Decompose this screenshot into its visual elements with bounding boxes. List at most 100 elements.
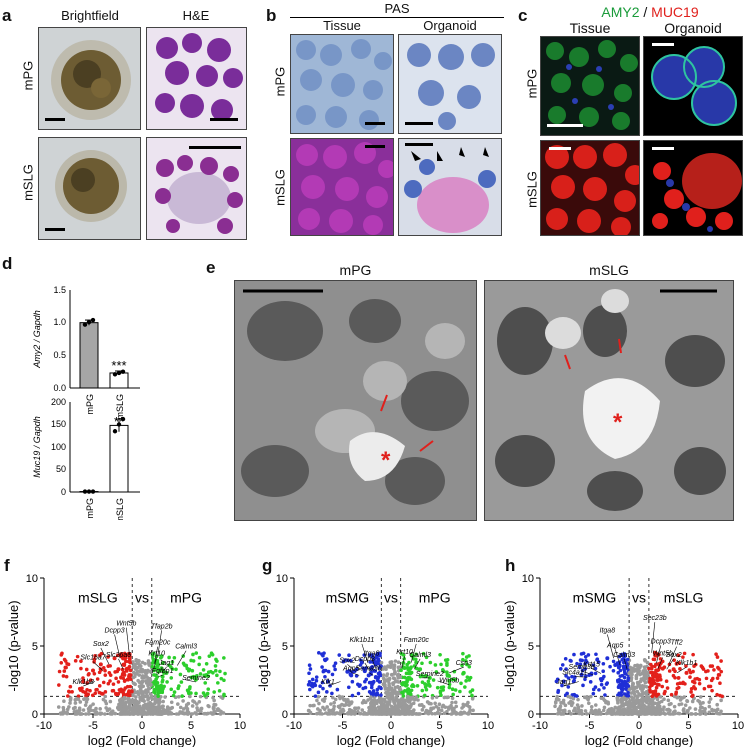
volcano-point [643,659,647,663]
volcano-point [602,686,606,690]
volcano-point [313,694,318,698]
volcano-point [182,711,187,716]
volcano-point [179,680,184,684]
volcano-point [659,699,664,704]
volcano-point [414,666,419,671]
volcano-point [424,674,428,678]
volcano-point [566,685,571,689]
volcano-gene-label: Tfap2b [151,623,173,630]
volcano-point [379,705,383,710]
volcano-point [426,711,431,716]
volcano-point [401,698,406,703]
volcano-gene-label: Tff2 [671,640,683,647]
d-top-bar-mslg [109,372,129,389]
volcano-point [374,660,379,665]
volcano-point [431,678,436,682]
volcano-point [589,708,594,712]
volcano-point [216,707,220,711]
volcano-point [140,690,144,694]
volcano-xlabel: log2 (Fold change) [585,733,693,747]
volcano-point [163,710,167,715]
volcano-title-right: mPG [170,589,202,605]
volcano-point [553,704,557,709]
volcano-point [376,676,380,681]
panel-b-row-mslg: mSLG [272,169,288,206]
d-top-point-0-0 [82,322,88,327]
volcano-point [213,664,218,668]
volcano-point [564,667,568,671]
volcano-point [409,702,414,707]
volcano-point [386,664,390,668]
volcano-point [122,679,127,683]
volcano-point [387,702,391,706]
volcano-point [566,694,571,699]
volcano-point [77,708,82,713]
volcano-point [716,673,721,677]
d-bot-xlabel-mpg: mPG [85,498,95,519]
panel-c-row-mpg: mPG [524,68,540,99]
volcano-point [146,702,151,706]
d-bot-ytick-0: 0 [61,487,66,497]
volcano-point [577,665,582,670]
volcano-point [91,702,95,706]
volcano-gene-point [414,660,419,665]
volcano-point [667,669,672,673]
volcano-point [321,653,325,658]
volcano-point [57,683,61,687]
volcano-point [712,708,717,713]
volcano-point [383,687,388,691]
volcano-gene-leader [437,680,450,686]
volcano-point [157,703,161,708]
volcano-point [577,711,582,716]
volcano-point [601,669,605,673]
panel-a-row-mslg: mSLG [20,164,36,201]
volcano-point [379,660,384,665]
volcano-point [702,686,707,691]
volcano-point [437,702,442,707]
volcano-point [569,703,574,708]
volcano-point [680,696,685,700]
volcano-point [148,678,153,683]
volcano-point [159,666,164,670]
volcano-gene-label: Slc4a11 [562,670,587,677]
volcano-point [169,700,174,705]
d-bot-point-0-0 [82,489,88,494]
volcano-point [672,704,677,709]
volcano-point [213,668,218,673]
volcano-point [372,703,377,708]
volcano-point [354,706,359,711]
volcano-point [625,683,630,687]
volcano-point [445,663,449,667]
volcano-point [323,668,328,673]
volcano-point [145,695,150,700]
volcano-point [168,710,172,715]
volcano-point [144,704,149,709]
volcano-point [442,711,447,716]
volcano-point [79,659,83,663]
volcano-point [471,708,475,713]
volcano-point [330,691,334,696]
volcano-point [197,662,201,667]
volcano-point [665,707,669,712]
volcano-point [349,659,353,663]
volcano-xtick-label: 10 [482,720,494,732]
volcano-point [470,693,474,698]
volcano-point [59,712,63,716]
volcano-point [676,685,681,690]
volcano-point [643,707,648,712]
volcano-point [631,708,635,713]
volcano-point [642,704,647,708]
volcano-point [308,687,312,692]
volcano-point [702,709,707,713]
volcano-gene-label: Wnt5b [116,621,136,628]
volcano-point [414,712,419,716]
volcano-point [387,696,392,701]
volcano-xtick-label: 5 [188,720,194,732]
volcano-point [464,679,468,683]
volcano-xtick-label: -10 [532,720,548,732]
d-top-xlabel-mslg: mSLG [115,394,125,420]
panel-e-label: e [206,258,216,277]
volcano-point [697,700,702,704]
volcano-point [121,662,126,667]
volcano-point [369,710,374,715]
